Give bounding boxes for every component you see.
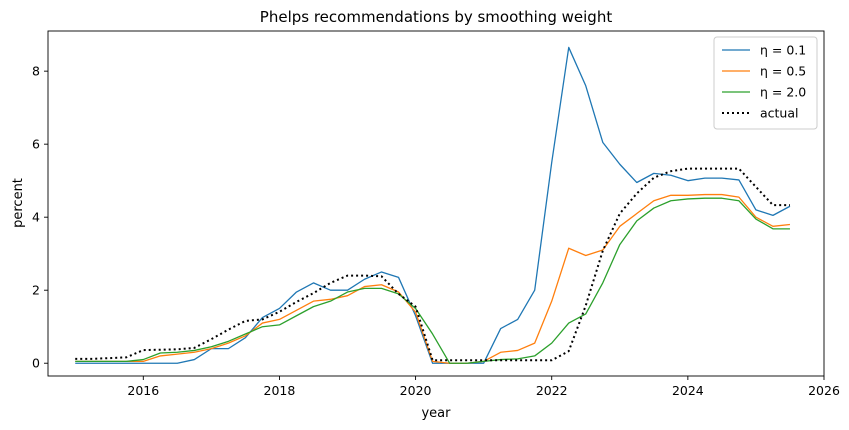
series-line-3 [75,167,790,362]
y-tick-label-6: 6 [32,137,40,152]
chart-title: Phelps recommendations by smoothing weig… [260,8,613,26]
y-axis-label: percent [11,178,26,228]
series-line-0 [75,46,791,364]
x-axis-label: year [421,406,451,421]
legend-label-1: η = 0.5 [760,64,806,79]
y-tick-label-4: 4 [32,210,40,225]
y-tick-label-2: 2 [32,283,40,298]
x-tick-label-2020: 2020 [400,383,432,398]
axes-frame [47,30,825,377]
x-tick-label-2026: 2026 [808,383,840,398]
legend-label-0: η = 0.1 [760,43,806,58]
y-tick-label-8: 8 [32,64,40,79]
y-tick-label-0: 0 [32,356,40,371]
x-tick-label-2018: 2018 [264,383,296,398]
x-tick-label-2022: 2022 [536,383,568,398]
legend: η = 0.1 η = 0.5 η = 2.0 actual [713,36,818,130]
x-tick-label-2024: 2024 [672,383,704,398]
series-line-1 [75,193,791,364]
series-line-2 [75,197,790,364]
legend-box [713,36,818,130]
legend-label-2: η = 2.0 [760,85,806,100]
plot-area: 2016 2018 2020 2022 2024 2026 0 2 4 6 8 [32,30,840,398]
x-tick-label-2016: 2016 [127,383,159,398]
legend-label-3: actual [760,106,799,121]
